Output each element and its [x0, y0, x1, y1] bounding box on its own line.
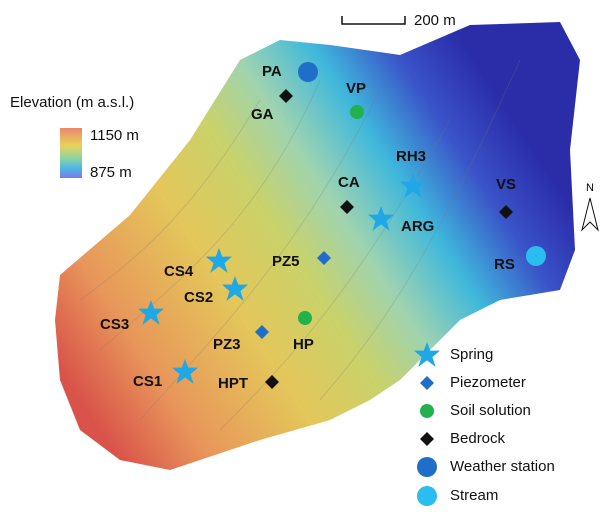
legend-label: Soil solution — [450, 402, 531, 419]
soil-marker — [350, 105, 364, 119]
contours — [79, 59, 521, 431]
legend-label: Stream — [450, 487, 498, 504]
north-arrow — [581, 197, 599, 232]
site-label: CS3 — [100, 316, 129, 333]
elevation-title: Elevation (m a.s.l.) — [10, 94, 134, 111]
site-labels: PA GA VP RH3 CA ARG VS RS PZ5 CS4 CS2 CS… — [100, 63, 516, 392]
elevation-max: 1150 m — [90, 127, 139, 144]
site-label: PA — [262, 63, 282, 80]
markers — [138, 62, 546, 389]
site-label: CS4 — [164, 263, 194, 280]
site-label: VS — [496, 176, 516, 193]
site-label: VP — [346, 80, 366, 97]
site-label: GA — [251, 106, 274, 123]
terrain — [55, 22, 580, 470]
site-label: ARG — [401, 218, 434, 235]
scale-bar — [341, 16, 406, 25]
site-label: PZ3 — [213, 336, 241, 353]
legend-symbol — [417, 457, 437, 477]
site-label: RS — [494, 256, 515, 273]
north-label: N — [586, 182, 594, 194]
legend: Spring Piezometer Soil solution Bedrock … — [414, 342, 555, 506]
legend-label: Piezometer — [450, 374, 526, 391]
legend-symbol — [417, 486, 437, 506]
legend-symbol — [420, 432, 434, 446]
site-label: HPT — [218, 375, 248, 392]
site-label: CS1 — [133, 373, 162, 390]
site-label: RH3 — [396, 148, 426, 165]
site-label: PZ5 — [272, 253, 300, 270]
site-label: CA — [338, 174, 360, 191]
legend-symbol — [420, 404, 434, 418]
soil-marker — [298, 311, 312, 325]
scale-label: 200 m — [414, 12, 456, 29]
site-label: CS2 — [184, 289, 213, 306]
legend-label: Spring — [450, 346, 493, 363]
elevation-min: 875 m — [90, 164, 132, 181]
legend-label: Weather station — [450, 458, 555, 475]
stream-marker — [526, 246, 546, 266]
elevation-ramp — [60, 128, 82, 178]
legend-label: Bedrock — [450, 430, 506, 447]
site-label: HP — [293, 336, 314, 353]
legend-symbol — [420, 376, 434, 390]
weather-station-marker — [298, 62, 318, 82]
